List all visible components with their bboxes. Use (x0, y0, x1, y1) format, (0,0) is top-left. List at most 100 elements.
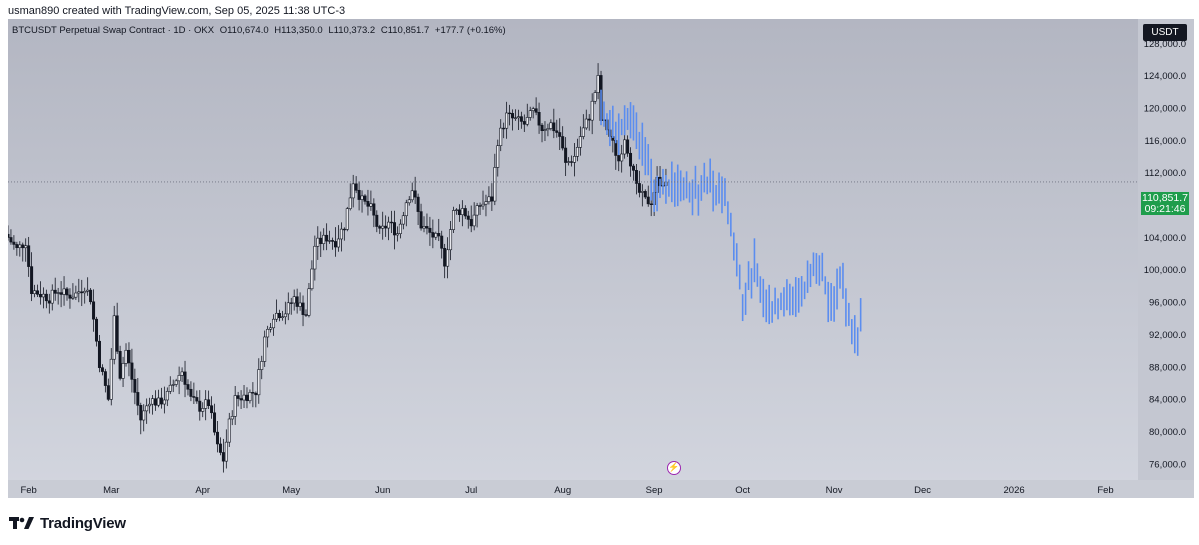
candle-body (44, 293, 48, 302)
price-candle (490, 183, 494, 211)
candle-body (558, 132, 562, 137)
tradingview-logo[interactable]: TradingView (9, 513, 126, 533)
legend-symbol[interactable]: BTCUSDT Perpetual Swap Contract · 1D · O… (12, 25, 215, 36)
price-candle (398, 219, 402, 239)
candle-body (68, 294, 72, 299)
price-candle (463, 205, 467, 220)
candle-body (543, 129, 547, 131)
price-candle (570, 155, 574, 167)
price-candle (339, 222, 343, 252)
price-candle (274, 299, 278, 322)
candle-body (283, 313, 287, 318)
time-axis[interactable]: Feb Mar Apr May Jun Jul Aug Sep Oct Nov Dec 2026 Feb (20, 485, 1113, 496)
tradingview-logo-icon (9, 517, 34, 529)
price-candle (567, 157, 571, 166)
price-candle (578, 126, 582, 156)
price-candle (44, 289, 48, 309)
candle-body (233, 395, 237, 417)
legend-open: O110,674.0 (219, 25, 269, 36)
price-candle (97, 335, 101, 373)
chart-canvas[interactable]: 76,000.0 80,000.0 84,000.0 88,000.0 92,000.0… (8, 19, 1194, 498)
price-candle (18, 241, 22, 257)
candle-body (366, 201, 370, 207)
price-candle (74, 285, 78, 300)
candle-body (177, 375, 181, 382)
candle-body (502, 127, 506, 130)
candle-body (593, 92, 597, 102)
currency-unit-button[interactable]: USDT (1143, 24, 1187, 41)
price-candle (89, 288, 93, 305)
price-candle (36, 284, 40, 297)
price-candle (177, 366, 181, 395)
price-candle (245, 387, 249, 409)
price-candle (103, 368, 107, 393)
price-candle (472, 202, 476, 231)
price-candle (407, 196, 411, 206)
candle-body (564, 147, 568, 163)
price-candle (180, 367, 184, 383)
candle-body (351, 183, 355, 199)
price-candle (292, 289, 296, 311)
candle-body (333, 241, 337, 248)
price-candle (381, 211, 385, 240)
price-candle (437, 218, 441, 242)
candle-body (83, 290, 87, 294)
candle-body (148, 403, 152, 407)
candle-body (215, 431, 219, 445)
price-candle (254, 391, 258, 408)
candle-body (230, 416, 234, 420)
time-tick-label: Apr (195, 485, 210, 496)
time-tick-label: 2026 (1004, 485, 1025, 496)
lightning-icon[interactable]: ⚡ (667, 461, 681, 475)
candle-body (422, 226, 426, 229)
price-candle (410, 182, 414, 203)
candle-body (92, 301, 96, 320)
candle-body (277, 312, 281, 319)
candle-body (33, 290, 37, 294)
candle-body (77, 291, 81, 294)
price-axis-background[interactable] (1138, 19, 1194, 498)
price-candle (130, 348, 134, 393)
price-candle (552, 108, 556, 139)
time-tick-label: Mar (103, 485, 119, 496)
price-candle (171, 379, 175, 393)
candle-body (65, 288, 69, 296)
price-candle (186, 379, 190, 396)
price-candle (207, 390, 211, 410)
candle-body (649, 203, 653, 206)
candle-body (407, 199, 411, 204)
candle-body (331, 240, 335, 242)
candle-body (631, 165, 635, 171)
candle-body (56, 292, 60, 294)
candle-body (626, 139, 630, 154)
candle-body (307, 288, 311, 316)
chart-panel[interactable]: 76,000.0 80,000.0 84,000.0 88,000.0 92,000.0… (8, 19, 1194, 498)
candle-body (596, 75, 600, 93)
price-candle (80, 279, 84, 307)
candle-body (567, 161, 571, 163)
time-axis-background[interactable] (8, 480, 1194, 498)
candle-body (207, 399, 211, 406)
price-candle (224, 429, 228, 469)
candle-body (121, 363, 125, 379)
price-candle (502, 122, 506, 139)
price-tick-label: 96,000.0 (1149, 298, 1186, 309)
price-candle (513, 109, 517, 121)
price-candle (192, 382, 196, 405)
price-candle (9, 229, 13, 245)
price-candle (41, 287, 45, 309)
price-candle (257, 358, 261, 404)
price-candle (33, 284, 37, 298)
price-candle (145, 398, 149, 424)
price-candle (404, 199, 408, 227)
price-candle (136, 377, 140, 416)
price-candle (213, 403, 217, 436)
candle-body (516, 116, 520, 119)
price-candle (68, 288, 72, 309)
legend-change: +177.7 (+0.16%) (434, 25, 506, 36)
candle-body (127, 349, 131, 364)
candle-body (236, 395, 240, 399)
price-candle (195, 390, 199, 404)
price-candle (564, 137, 568, 177)
price-candle (316, 226, 320, 260)
